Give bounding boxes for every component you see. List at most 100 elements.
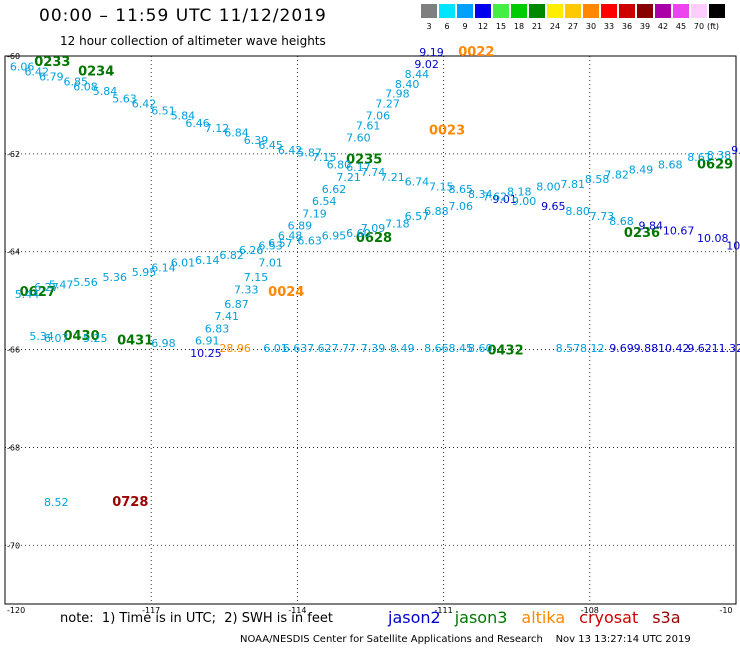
wave-height-value: 6.06 bbox=[10, 61, 35, 74]
legend-swatch bbox=[439, 4, 455, 18]
wave-height-value: 8.80 bbox=[565, 205, 590, 218]
legend-label: 9 bbox=[462, 22, 468, 31]
lat-tick-label: -60 bbox=[7, 52, 20, 61]
legend-label: 6 bbox=[444, 22, 450, 31]
legend-label: 33 bbox=[603, 22, 615, 31]
wave-height-value: 7.27 bbox=[375, 97, 400, 110]
legend-label: 27 bbox=[567, 22, 579, 31]
pass-time-label: 0234 bbox=[78, 65, 114, 80]
wave-height-value: 6.48 bbox=[278, 229, 303, 242]
wave-height-value: 9.19 bbox=[419, 46, 444, 59]
wave-height-value: 7.39 bbox=[361, 342, 386, 355]
footer-credit: NOAA/NESDIS Center for Satellite Applica… bbox=[240, 634, 691, 645]
wave-height-value: 6.01 bbox=[263, 342, 288, 355]
wave-height-value: 8.52 bbox=[44, 496, 68, 509]
wave-height-value: 6.98 bbox=[151, 337, 176, 350]
pass-time-label: 0022 bbox=[458, 45, 494, 60]
wave-height-value: 9.52 bbox=[731, 144, 740, 157]
legend-swatch bbox=[565, 4, 581, 18]
mission-label: altika bbox=[521, 608, 566, 627]
wave-height-value: 6.53 bbox=[258, 239, 283, 252]
wave-height-value: 8.38 bbox=[707, 149, 732, 162]
wave-height-value: 8.18 bbox=[507, 185, 532, 198]
legend-label: 18 bbox=[513, 22, 525, 31]
pass-time-label: 0629 bbox=[697, 158, 733, 173]
wave-height-value: 10.42 bbox=[658, 342, 690, 355]
wave-height-value: 7.62 bbox=[307, 342, 332, 355]
wave-height-value: 6.87 bbox=[224, 298, 249, 311]
mission-legend: jason2 jason3 altika cryosat s3a bbox=[388, 608, 695, 627]
lat-tick-label: -62 bbox=[7, 150, 20, 159]
wave-height-value: 6.42 bbox=[24, 66, 48, 79]
observation-labels: 0233 0234 0235 0022 0023 0024 0629 0628 0236 0627… bbox=[10, 45, 740, 510]
wave-height-value: 6.54 bbox=[312, 195, 337, 208]
legend-label: 42 bbox=[657, 22, 669, 31]
wave-height-value: 7.82 bbox=[604, 168, 629, 181]
wave-height-value: 8.68 bbox=[609, 215, 634, 228]
pass-time-label: 0235 bbox=[346, 153, 382, 168]
wave-height-value: 7.60 bbox=[346, 132, 371, 145]
wave-height-value: 11.32 bbox=[712, 342, 740, 355]
wave-height-value: 8.00 bbox=[536, 181, 561, 194]
legend-swatch bbox=[457, 4, 473, 18]
legend-label: 70 bbox=[693, 22, 705, 31]
pass-time-label: 0728 bbox=[112, 495, 148, 510]
pass-time-label: 0023 bbox=[429, 123, 465, 138]
legend-label: 30 bbox=[585, 22, 597, 31]
legend-swatch bbox=[655, 4, 671, 18]
legend-swatch bbox=[601, 4, 617, 18]
pass-time-label: 0236 bbox=[624, 226, 660, 241]
mission-label: s3a bbox=[652, 608, 681, 627]
wave-height-value: 7.15 bbox=[312, 151, 337, 164]
lat-tick-label: -66 bbox=[7, 346, 20, 355]
wave-height-value: 8.49 bbox=[390, 342, 415, 355]
wave-height-value: 28.96 bbox=[219, 342, 251, 355]
pass-time-label: 0432 bbox=[487, 343, 523, 358]
wave-height-value: 7.09 bbox=[361, 222, 386, 235]
wave-height-value: 6.95 bbox=[322, 229, 347, 242]
wave-height-value: 6.42 bbox=[278, 144, 303, 157]
page-title: 00:00 – 11:59 UTC 11/12/2019 bbox=[39, 6, 327, 26]
wave-height-value: 8.65 bbox=[448, 183, 473, 196]
wave-height-value: 5.63 bbox=[112, 92, 137, 105]
legend-label: 3 bbox=[426, 22, 432, 31]
wave-height-value: 6.27 bbox=[34, 281, 59, 294]
wave-height-value: 8.58 bbox=[585, 173, 610, 186]
legend-label: 45 bbox=[675, 22, 687, 31]
wave-height-value: 8.49 bbox=[629, 163, 654, 176]
lon-tick-label: -120 bbox=[7, 606, 25, 615]
legend-swatch bbox=[547, 4, 563, 18]
wave-height-value: 6.14 bbox=[195, 254, 220, 267]
wave-height-value: 6.51 bbox=[151, 105, 176, 118]
legend-swatch bbox=[529, 4, 545, 18]
pass-time-label: 0024 bbox=[268, 285, 304, 300]
lat-tick-label: -70 bbox=[7, 541, 20, 550]
wave-height-value: 9.84 bbox=[639, 220, 664, 233]
wave-height-value: 6.42 bbox=[132, 97, 157, 110]
pass-time-label: 0233 bbox=[34, 55, 70, 70]
mission-label: cryosat bbox=[579, 608, 639, 627]
legend-swatch bbox=[637, 4, 653, 18]
wave-height-value: 6.80 bbox=[327, 159, 352, 172]
wave-height-value: 7.21 bbox=[336, 171, 361, 184]
wave-height-value: 6.17 bbox=[346, 161, 371, 174]
wave-height-value: 7.21 bbox=[380, 171, 405, 184]
legend-swatch bbox=[421, 4, 437, 18]
wave-height-value: 6.57 bbox=[268, 237, 293, 250]
wave-height-value: 5.25 bbox=[83, 332, 108, 345]
mission-label: jason2 bbox=[388, 608, 441, 627]
wave-height-value: 6.39 bbox=[244, 134, 269, 147]
wave-height-value: 8.45 bbox=[448, 342, 473, 355]
wave-height-value: 7.15 bbox=[429, 181, 454, 194]
wave-height-value: 7.18 bbox=[385, 217, 410, 230]
wave-height-value: 6.63 bbox=[297, 234, 322, 247]
wave-height-value: 5.95 bbox=[132, 266, 157, 279]
wave-height-value: 6.84 bbox=[224, 127, 249, 140]
wave-height-value: 7.62 bbox=[483, 190, 508, 203]
wave-height-value: 7.98 bbox=[385, 88, 410, 101]
footer-note: note: 1) Time is in UTC; 2) SWH is in fe… bbox=[60, 611, 333, 626]
wave-height-value: 6.07 bbox=[44, 332, 68, 345]
wave-height-value: 6.79 bbox=[39, 70, 64, 83]
wave-height-value: 5.84 bbox=[93, 85, 118, 98]
wave-height-value: 6.62 bbox=[322, 183, 347, 196]
